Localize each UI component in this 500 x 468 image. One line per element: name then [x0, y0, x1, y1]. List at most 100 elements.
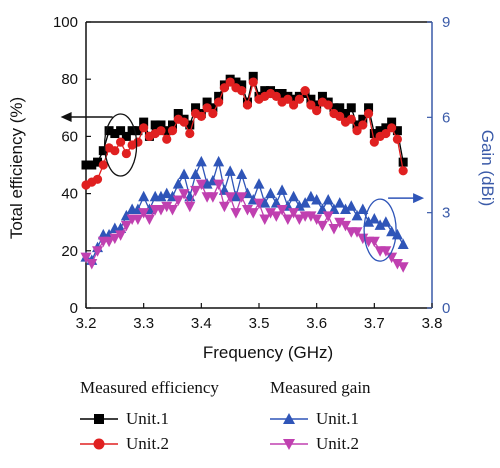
data-point: [346, 103, 356, 113]
data-point: [317, 91, 327, 101]
x-tick-label: 3.5: [249, 315, 270, 332]
data-point: [305, 190, 317, 202]
data-point: [369, 137, 379, 147]
data-point: [219, 83, 229, 93]
legend-group-efficiency: Measured efficiency Unit.1 Unit.2: [80, 378, 280, 468]
data-point: [214, 91, 224, 101]
data-point: [190, 168, 202, 180]
data-point: [179, 117, 189, 127]
data-point: [190, 185, 202, 197]
data-point: [253, 198, 265, 210]
data-point: [329, 103, 339, 113]
y-tick-label: 40: [61, 186, 78, 203]
data-point: [168, 120, 177, 130]
data-point: [282, 214, 294, 226]
legend-marker-triangle-down-icon: [270, 439, 308, 450]
data-point: [369, 129, 379, 139]
data-point: [185, 120, 195, 130]
data-point: [161, 187, 173, 199]
data-point: [335, 111, 345, 121]
data-point: [270, 211, 282, 222]
data-point: [271, 91, 281, 101]
data-point: [162, 126, 172, 136]
data-point: [387, 123, 397, 133]
data-point: [397, 238, 409, 249]
legend-item-gain-unit1: Unit.1: [270, 408, 359, 430]
legend-item-eff-unit2: Unit.2: [80, 433, 169, 455]
data-point: [109, 233, 121, 245]
data-point: [311, 193, 323, 205]
data-point: [87, 160, 97, 170]
data-point: [172, 178, 184, 189]
data-point: [380, 246, 392, 257]
data-point: [392, 134, 402, 144]
data-point: [346, 114, 356, 124]
data-point: [253, 178, 265, 189]
data-point: [368, 213, 380, 224]
data-point: [363, 216, 375, 227]
data-point: [224, 192, 236, 203]
data-point: [230, 190, 242, 202]
data-point: [397, 262, 409, 273]
data-point: [398, 166, 408, 176]
legend-label: Unit.2: [126, 434, 169, 453]
y-tick-label: 100: [53, 14, 78, 31]
legend-marker-triangle-up-icon: [270, 413, 308, 424]
data-point: [172, 195, 184, 206]
data-point: [213, 179, 225, 191]
data-point: [92, 174, 103, 184]
x-tick-label: 3.7: [364, 315, 385, 332]
data-point: [380, 216, 392, 227]
data-point: [294, 94, 304, 104]
annotation-ellipse-0: [103, 113, 138, 177]
y-tick-label: 60: [61, 128, 78, 145]
data-point: [335, 103, 345, 113]
data-point: [208, 103, 218, 113]
data-point: [323, 100, 333, 110]
data-point: [358, 120, 368, 130]
data-point: [132, 214, 144, 226]
data-point: [162, 134, 172, 144]
data-point: [178, 168, 190, 180]
data-point: [398, 157, 408, 167]
data-point: [241, 204, 253, 216]
data-point: [242, 100, 253, 110]
data-point: [276, 184, 288, 195]
y2-tick-label: 3: [442, 205, 450, 222]
data-point: [167, 126, 178, 136]
data-point: [121, 148, 131, 159]
data-point: [345, 200, 357, 211]
x-tick-label: 3.8: [422, 315, 443, 332]
data-point: [155, 204, 167, 216]
data-point: [213, 155, 225, 167]
data-point: [103, 236, 115, 248]
y2-tick-label: 6: [442, 109, 450, 126]
data-point: [93, 157, 103, 167]
y2-tick-label: 9: [442, 14, 450, 31]
data-point: [391, 259, 403, 270]
data-point: [351, 209, 363, 221]
data-point: [306, 100, 316, 110]
data-point: [196, 111, 206, 121]
data-point: [357, 203, 369, 214]
data-point: [173, 109, 183, 119]
data-point: [133, 126, 143, 136]
data-point: [259, 197, 271, 208]
annotation-arrowhead-1: [413, 193, 425, 204]
data-point: [248, 71, 258, 81]
data-point: [392, 126, 402, 136]
data-point: [201, 178, 213, 189]
data-point: [208, 108, 218, 119]
data-point: [224, 165, 236, 176]
data-point: [80, 252, 92, 264]
data-point: [110, 146, 120, 156]
data-point: [138, 190, 150, 202]
data-point: [293, 214, 305, 226]
data-point: [139, 117, 149, 127]
legend-marker-square-icon: [80, 414, 118, 424]
data-point: [133, 137, 143, 147]
data-point: [236, 168, 248, 180]
y-tick-label: 20: [61, 243, 78, 260]
data-point: [312, 100, 322, 110]
data-point: [311, 214, 323, 226]
